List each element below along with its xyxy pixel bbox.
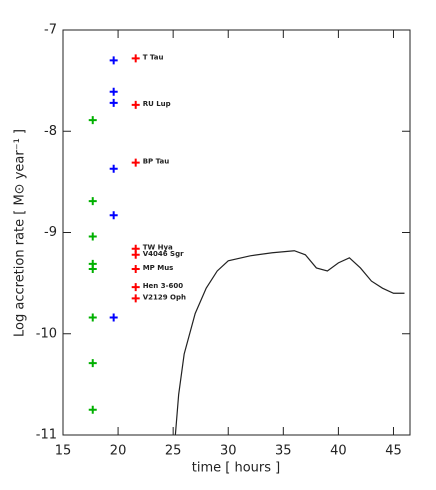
cross-marker bbox=[109, 98, 118, 107]
x-tick-label: 20 bbox=[110, 444, 127, 459]
cross-marker bbox=[88, 116, 97, 125]
x-tick-label: 15 bbox=[55, 444, 72, 459]
x-tick-label: 35 bbox=[275, 444, 292, 459]
x-tick-label: 30 bbox=[220, 444, 237, 459]
x-axis-title: time [ hours ] bbox=[192, 461, 280, 476]
cross-marker bbox=[88, 405, 97, 414]
cross-marker bbox=[131, 54, 140, 63]
curve bbox=[174, 250, 405, 436]
cross-marker bbox=[109, 56, 118, 65]
cross-marker bbox=[109, 164, 118, 173]
y-tick-label: -11 bbox=[36, 428, 57, 443]
cross-marker bbox=[88, 197, 97, 206]
cross-marker bbox=[131, 294, 140, 303]
cross-marker bbox=[131, 264, 140, 273]
y-tick-label: -10 bbox=[36, 326, 57, 341]
point-label: BP Tau bbox=[143, 158, 169, 166]
cross-marker bbox=[131, 100, 140, 109]
cross-marker bbox=[88, 232, 97, 241]
cross-marker bbox=[88, 264, 97, 273]
cross-marker bbox=[131, 158, 140, 167]
cross-marker bbox=[109, 313, 118, 322]
point-label: V4046 Sgr bbox=[143, 250, 184, 258]
point-label: T Tau bbox=[143, 53, 164, 61]
cross-marker bbox=[109, 211, 118, 220]
x-tick-label: 25 bbox=[165, 444, 182, 459]
cross-marker bbox=[131, 250, 140, 259]
cross-marker bbox=[131, 283, 140, 292]
cross-marker bbox=[109, 87, 118, 96]
point-label: V2129 Oph bbox=[143, 293, 186, 301]
point-label: MP Mus bbox=[143, 264, 174, 272]
plot-frame bbox=[62, 29, 411, 436]
cross-marker bbox=[88, 359, 97, 368]
y-axis-title: Log accretion rate [ M⊙ year⁻¹ ] bbox=[13, 129, 28, 337]
x-tick-label: 45 bbox=[385, 444, 402, 459]
y-tick-label: -7 bbox=[44, 23, 57, 38]
y-tick-label: -8 bbox=[44, 124, 57, 139]
cross-marker bbox=[88, 313, 97, 322]
point-label: Hen 3-600 bbox=[143, 282, 184, 290]
point-label: RU Lup bbox=[143, 100, 171, 108]
point-label: TW Hya bbox=[143, 244, 173, 252]
x-tick-label: 40 bbox=[330, 444, 347, 459]
y-tick-label: -9 bbox=[44, 225, 57, 240]
